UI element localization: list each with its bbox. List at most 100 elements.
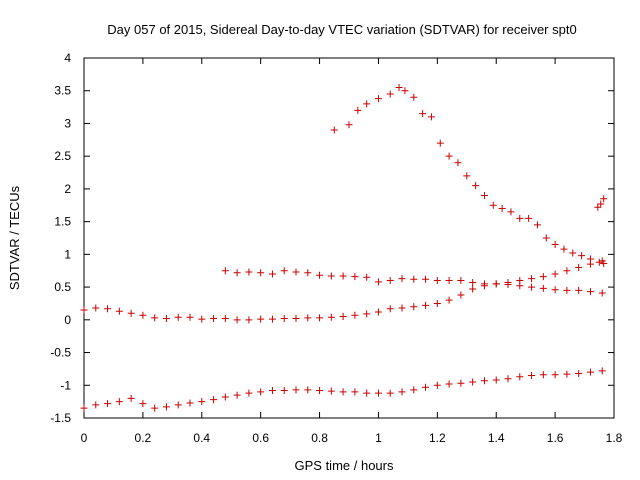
data-point bbox=[139, 400, 147, 408]
chart-title: Day 057 of 2015, Sidereal Day-to-day VTE… bbox=[107, 22, 576, 37]
data-point bbox=[316, 314, 324, 322]
data-point bbox=[374, 389, 382, 397]
data-point bbox=[304, 386, 312, 394]
data-point bbox=[174, 401, 182, 409]
data-point bbox=[386, 90, 394, 98]
data-point bbox=[457, 379, 465, 387]
y-tick-label: -1 bbox=[60, 378, 71, 392]
data-point bbox=[374, 95, 382, 103]
data-point bbox=[92, 401, 100, 409]
y-tick-label: -1.5 bbox=[50, 411, 71, 425]
data-point bbox=[563, 267, 571, 275]
data-point bbox=[422, 275, 430, 283]
x-tick-label: 1.8 bbox=[606, 431, 623, 445]
y-tick-label: 2 bbox=[64, 182, 71, 196]
y-tick-label: 2.5 bbox=[54, 149, 71, 163]
data-point bbox=[586, 368, 594, 376]
data-point bbox=[445, 296, 453, 304]
plot-frame bbox=[83, 57, 615, 419]
data-point bbox=[401, 87, 409, 95]
data-point bbox=[528, 275, 536, 283]
data-point bbox=[533, 221, 541, 229]
data-point bbox=[162, 403, 170, 411]
data-point bbox=[210, 396, 218, 404]
y-tick-label: 0.5 bbox=[54, 280, 71, 294]
data-point bbox=[339, 388, 347, 396]
data-point bbox=[257, 388, 265, 396]
data-point bbox=[575, 263, 583, 271]
data-point bbox=[563, 286, 571, 294]
data-point bbox=[363, 389, 371, 397]
data-point bbox=[174, 313, 182, 321]
data-point bbox=[233, 269, 241, 277]
data-point bbox=[339, 272, 347, 280]
data-point bbox=[233, 391, 241, 399]
data-point bbox=[463, 172, 471, 180]
data-point bbox=[598, 257, 606, 265]
data-point bbox=[419, 110, 427, 118]
data-point bbox=[127, 309, 135, 317]
data-point bbox=[233, 316, 241, 324]
data-point bbox=[597, 200, 605, 208]
data-point bbox=[398, 275, 406, 283]
data-point bbox=[563, 370, 571, 378]
data-point bbox=[245, 389, 253, 397]
data-point bbox=[186, 399, 194, 407]
data-point bbox=[528, 371, 536, 379]
data-point bbox=[351, 273, 359, 281]
data-point bbox=[115, 398, 123, 406]
data-point bbox=[569, 249, 577, 257]
y-tick-label: 1 bbox=[64, 247, 71, 261]
data-point bbox=[221, 267, 229, 275]
data-point bbox=[292, 268, 300, 276]
data-point bbox=[516, 277, 524, 285]
data-point bbox=[80, 404, 88, 412]
series-track-end-spike bbox=[594, 195, 608, 211]
data-point bbox=[280, 315, 288, 323]
data-point bbox=[104, 305, 112, 313]
x-axis-label: GPS time / hours bbox=[295, 458, 394, 473]
data-point bbox=[410, 275, 418, 283]
data-point bbox=[445, 152, 453, 160]
data-point bbox=[398, 304, 406, 312]
series-track-high bbox=[330, 83, 608, 268]
data-point bbox=[345, 121, 353, 129]
data-point bbox=[257, 315, 265, 323]
data-point bbox=[304, 314, 312, 322]
data-point bbox=[433, 299, 441, 307]
x-tick-label: 0.6 bbox=[252, 431, 269, 445]
data-point bbox=[516, 373, 524, 381]
data-point bbox=[551, 270, 559, 278]
data-point bbox=[422, 383, 430, 391]
data-point bbox=[339, 313, 347, 321]
series-track-near-zero bbox=[80, 257, 606, 324]
data-point bbox=[594, 203, 602, 211]
x-tick-label: 0 bbox=[81, 431, 88, 445]
data-point bbox=[304, 269, 312, 277]
data-point bbox=[398, 388, 406, 396]
data-point bbox=[363, 273, 371, 281]
series-track-mid bbox=[221, 267, 606, 297]
data-point bbox=[598, 367, 606, 375]
data-point bbox=[586, 260, 594, 268]
data-point bbox=[469, 378, 477, 386]
data-point bbox=[433, 381, 441, 389]
data-point bbox=[363, 100, 371, 108]
data-point bbox=[104, 400, 112, 408]
data-point bbox=[445, 277, 453, 285]
data-point bbox=[539, 284, 547, 292]
data-point bbox=[292, 315, 300, 323]
data-point bbox=[480, 191, 488, 199]
data-point bbox=[492, 280, 500, 288]
data-point bbox=[151, 314, 159, 322]
data-point bbox=[480, 282, 488, 290]
data-point bbox=[469, 279, 477, 287]
data-point bbox=[575, 369, 583, 377]
x-tick-label: 1 bbox=[375, 431, 382, 445]
y-tick-label: 3 bbox=[64, 116, 71, 130]
x-tick-label: 0.8 bbox=[311, 431, 328, 445]
data-point bbox=[198, 315, 206, 323]
data-point bbox=[327, 272, 335, 280]
data-point bbox=[504, 279, 512, 287]
data-point bbox=[410, 303, 418, 311]
